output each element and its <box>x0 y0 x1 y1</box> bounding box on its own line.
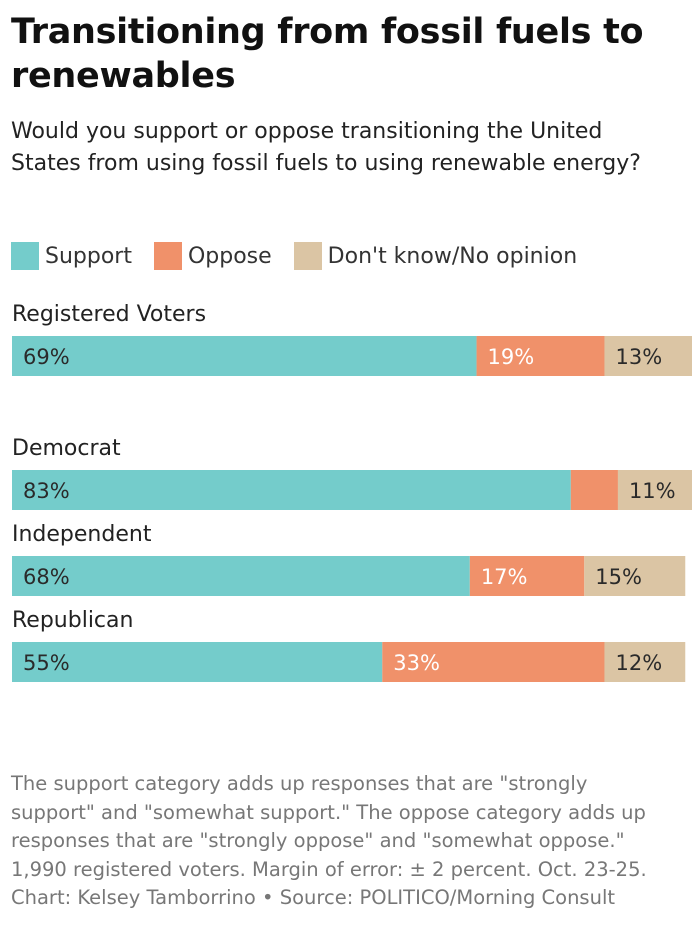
legend-swatch-oppose <box>153 242 182 270</box>
bar-independent-oppose <box>469 556 585 596</box>
legend-swatch-dont-know <box>293 242 322 270</box>
legend: Support Oppose Don't know/No opinion <box>11 240 599 272</box>
data-label-republican-dont-know: 12% <box>615 651 662 675</box>
bar-democrat-oppose <box>570 470 618 510</box>
data-label-independent-support: 68% <box>23 565 70 589</box>
legend-label-dont-know: Don't know/No opinion <box>327 243 578 269</box>
category-label-republican: Republican <box>12 608 133 633</box>
bar-republican-support <box>12 642 383 682</box>
legend-swatch-support <box>11 242 39 270</box>
bar-independent-dont-know <box>584 556 686 596</box>
category-label-registered-voters: Registered Voters <box>12 302 206 327</box>
bar-democrat-dont-know <box>617 470 692 510</box>
legend-item-support: Support <box>11 242 132 270</box>
chart-title: Transitioning from fossil fuels to renew… <box>11 12 644 96</box>
bar-republican-oppose <box>382 642 605 682</box>
legend-item-oppose: Oppose <box>153 242 272 270</box>
footnote-line: 1,990 registered voters. Margin of error… <box>11 857 647 881</box>
data-label-republican-support: 55% <box>23 651 70 675</box>
data-label-registered-voters-oppose: 19% <box>488 345 535 369</box>
footnote-line: responses that are "strongly oppose" and… <box>11 829 625 852</box>
stacked-bar-chart: Registered Voters 69% 19% 13% Democrat 83% 11%… <box>12 302 692 682</box>
footnote-line: The support category adds up responses t… <box>11 772 588 795</box>
data-label-independent-oppose: 17% <box>481 565 528 589</box>
bar-registered-voters-oppose <box>476 336 605 376</box>
data-label-republican-oppose: 33% <box>393 651 440 675</box>
category-label-democrat: Democrat <box>12 436 121 461</box>
legend-label-oppose: Oppose <box>187 243 272 269</box>
bar-democrat-support <box>12 470 571 510</box>
data-label-registered-voters-support: 69% <box>23 345 70 369</box>
data-label-democrat-support: 83% <box>23 479 70 503</box>
bar-republican-dont-know <box>604 642 686 682</box>
data-label-registered-voters-dont-know: 13% <box>615 345 662 369</box>
chart-subtitle: Would you support or oppose transitionin… <box>11 119 641 176</box>
footnote-line: support" and "somewhat support." The opp… <box>11 800 646 824</box>
legend-label-support: Support <box>45 243 132 269</box>
bar-independent-support <box>12 556 470 596</box>
category-label-independent: Independent <box>12 522 152 547</box>
data-label-democrat-dont-know: 11% <box>629 479 676 503</box>
legend-item-dont-know: Don't know/No opinion <box>293 242 578 270</box>
data-label-independent-dont-know: 15% <box>595 565 642 589</box>
source-credit: Chart: Kelsey Tamborrino • Source: POLIT… <box>11 886 616 909</box>
footnote: The support category adds up responses t… <box>11 770 691 913</box>
bar-registered-voters-dont-know <box>604 336 692 376</box>
bar-registered-voters-support <box>12 336 477 376</box>
